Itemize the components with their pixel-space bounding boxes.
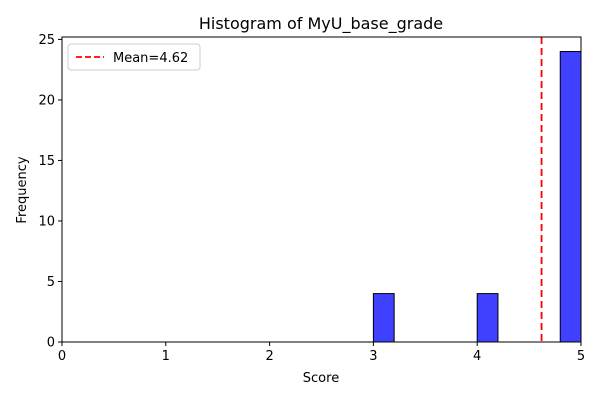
x-tick-label: 3: [369, 349, 377, 364]
bars-group: [372, 51, 582, 343]
x-tick-label: 5: [577, 349, 585, 364]
y-tick-label: 0: [47, 336, 55, 351]
y-tick-label: 10: [38, 214, 55, 229]
y-axis-ticks: 0 5 10 15 20 25: [38, 33, 62, 351]
histogram-bar: [559, 51, 582, 343]
y-tick-label: 15: [38, 154, 55, 169]
y-axis-label: Frequency: [15, 156, 30, 223]
x-axis-label: Score: [303, 371, 339, 386]
plot-frame: [61, 36, 582, 343]
y-tick-label: 25: [38, 33, 55, 48]
histogram-bar: [372, 293, 395, 343]
legend-label: Mean=4.62: [113, 51, 188, 66]
x-axis-ticks: 0 1 2 3 4 5: [58, 342, 585, 364]
chart-title: Histogram of MyU_base_grade: [199, 14, 443, 34]
histogram-bar: [476, 293, 499, 343]
legend: Mean=4.62: [67, 43, 201, 71]
y-tick-label: 20: [38, 93, 55, 108]
y-tick-label: 5: [47, 275, 55, 290]
x-tick-label: 4: [473, 349, 481, 364]
x-tick-label: 0: [58, 349, 66, 364]
legend-box: [67, 43, 201, 71]
x-tick-label: 1: [162, 349, 170, 364]
x-tick-label: 2: [265, 349, 273, 364]
